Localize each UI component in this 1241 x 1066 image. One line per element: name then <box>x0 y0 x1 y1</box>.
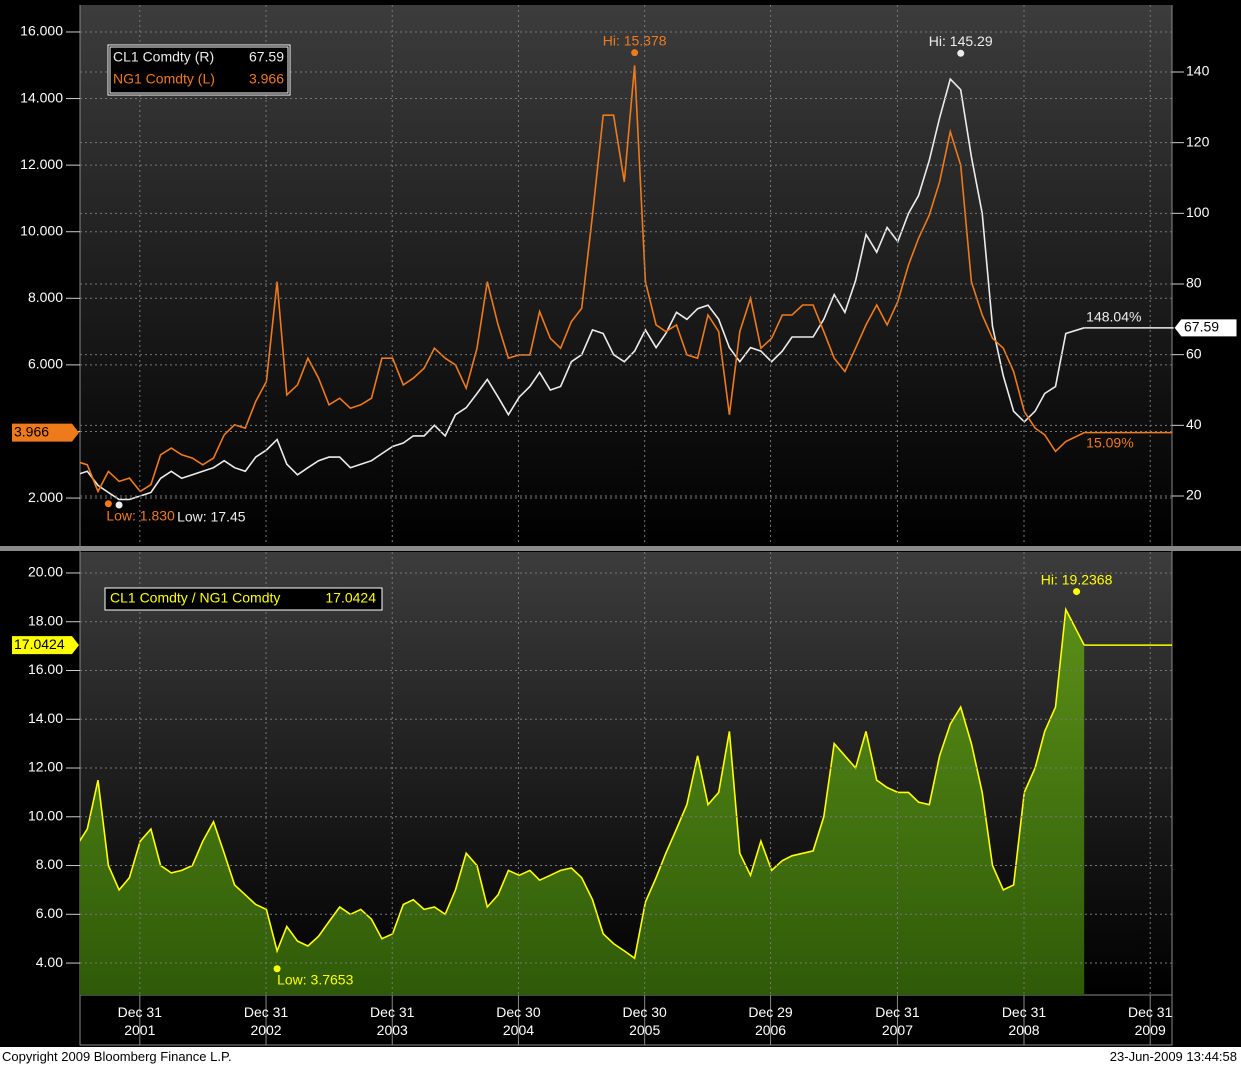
legend-label: CL1 Comdty (R) <box>113 49 214 65</box>
legend-box <box>104 587 383 611</box>
x-tick-label: Dec 31 2001 <box>117 1004 162 1038</box>
last-value-tag <box>1173 318 1238 338</box>
extreme-label: Low: 3.7653 <box>277 971 353 987</box>
x-tick-label: Dec 30 2005 <box>622 1004 667 1038</box>
plot-group <box>80 606 1085 995</box>
y2-tick-label: 140 <box>1186 63 1210 79</box>
x-tick-label: Dec 30 2004 <box>496 1004 541 1038</box>
last-value-tag-label: 17.0424 <box>14 636 65 652</box>
extreme-label: Low: 1.830 <box>106 507 175 523</box>
area-line <box>80 606 1085 960</box>
y-tick-label: 20.00 <box>28 564 63 580</box>
extreme-marker <box>1073 588 1081 596</box>
y2-tick-label: 80 <box>1186 275 1202 291</box>
timestamp: 23-Jun-2009 13:44:58 <box>1109 1049 1237 1064</box>
line-series <box>80 65 1085 494</box>
y-tick-label: 12.00 <box>28 759 63 775</box>
last-value-tag-label: 67.59 <box>1184 319 1219 335</box>
change-label: 148.04% <box>1086 309 1141 325</box>
y-tick-label: 16.000 <box>20 23 63 39</box>
extreme-label: Low: 17.45 <box>177 509 246 525</box>
legend-label: CL1 Comdty / NG1 Comdty <box>110 590 280 606</box>
legend-label: NG1 Comdty (L) <box>113 71 215 87</box>
x-tick-label: Dec 31 2009 <box>1128 1004 1173 1038</box>
extreme-marker <box>631 49 639 57</box>
legend-value: 67.59 <box>249 49 284 65</box>
y2-tick-label: 120 <box>1186 133 1210 149</box>
y-tick-label: 6.000 <box>28 356 63 372</box>
last-value-tag <box>12 423 79 442</box>
line-series <box>80 77 1085 501</box>
extreme-marker <box>273 965 281 973</box>
area-fill <box>80 609 1085 995</box>
y2-tick-label: 100 <box>1186 204 1210 220</box>
copyright: Copyright 2009 Bloomberg Finance L.P. <box>2 1049 232 1064</box>
extreme-marker <box>957 49 965 57</box>
y-tick-label: 10.000 <box>20 222 63 238</box>
extreme-label: Hi: 15.378 <box>603 32 667 48</box>
legend-box-inner <box>109 46 289 94</box>
y-tick-label: 18.00 <box>28 612 63 628</box>
plot-group <box>80 65 1085 501</box>
y-tick-label: 8.000 <box>28 289 63 305</box>
y-tick-label: 2.000 <box>28 489 63 505</box>
change-label: 15.09% <box>1086 434 1133 450</box>
x-tick-label: Dec 31 2002 <box>243 1004 289 1038</box>
x-tick-label: Dec 31 2008 <box>1001 1004 1047 1038</box>
y-tick-label: 14.000 <box>20 89 63 105</box>
panel-separator <box>0 546 1241 551</box>
legend-value: 3.966 <box>249 71 284 87</box>
y-tick-label: 6.00 <box>36 905 63 921</box>
legend-box <box>107 44 291 96</box>
last-value-tag-label: 3.966 <box>14 423 49 439</box>
y-tick-label: 8.00 <box>36 856 63 872</box>
extreme-label: Hi: 145.29 <box>929 33 993 49</box>
y-tick-label: 12.000 <box>20 156 63 172</box>
y2-tick-label: 60 <box>1186 345 1202 361</box>
x-tick-label: Dec 31 2007 <box>875 1004 920 1038</box>
extreme-label: Hi: 19.2368 <box>1041 571 1113 587</box>
y2-tick-label: 40 <box>1186 416 1202 432</box>
y-tick-label: 14.00 <box>28 710 63 726</box>
x-tick-label: Dec 29 2006 <box>748 1004 793 1038</box>
y-tick-label: 10.00 <box>28 807 63 823</box>
extreme-marker <box>104 500 112 508</box>
x-axis-band <box>79 994 1173 1046</box>
x-tick-label: Dec 31 2003 <box>370 1004 415 1038</box>
y2-tick-label: 20 <box>1186 487 1202 503</box>
extreme-marker <box>115 501 123 509</box>
legend-value: 17.0424 <box>325 590 376 606</box>
y-tick-label: 16.00 <box>28 661 63 677</box>
y-tick-label: 4.00 <box>36 954 63 970</box>
last-value-tag <box>12 636 79 655</box>
